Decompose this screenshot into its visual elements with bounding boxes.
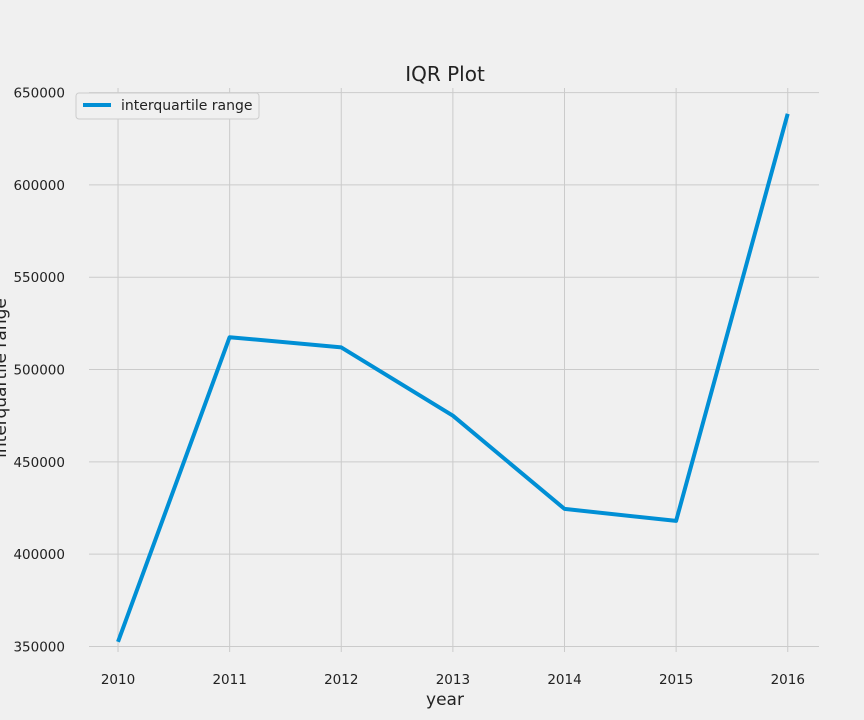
y-tick-label: 600000 [13,178,65,194]
y-tick-label: 650000 [13,86,65,102]
y-tick-label: 500000 [13,363,65,379]
x-tick-label: 2015 [659,672,693,688]
y-tick-label: 350000 [13,639,65,655]
legend-label: interquartile range [121,98,253,114]
grid [89,88,819,652]
legend-box [75,92,260,120]
tick-labels: 350000 400000 450000 500000 550000 600000 6500… [13,86,804,688]
chart-title: IQR Plot [405,62,485,86]
y-tick-label: 400000 [13,547,65,563]
y-axis-label: interquartile range [0,298,11,458]
x-tick-label: 2010 [101,672,135,688]
x-tick-label: 2011 [212,672,246,688]
y-tick-label: 450000 [13,455,65,471]
series-layer [116,113,790,643]
legend: interquartile range [75,92,260,120]
x-tick-label: 2016 [771,672,805,688]
x-tick-label: 2014 [547,672,581,688]
y-tick-label: 550000 [13,270,65,286]
x-tick-label: 2012 [324,672,358,688]
x-tick-label: 2013 [436,672,470,688]
series-line [116,113,790,643]
x-axis-label: year [426,690,464,710]
